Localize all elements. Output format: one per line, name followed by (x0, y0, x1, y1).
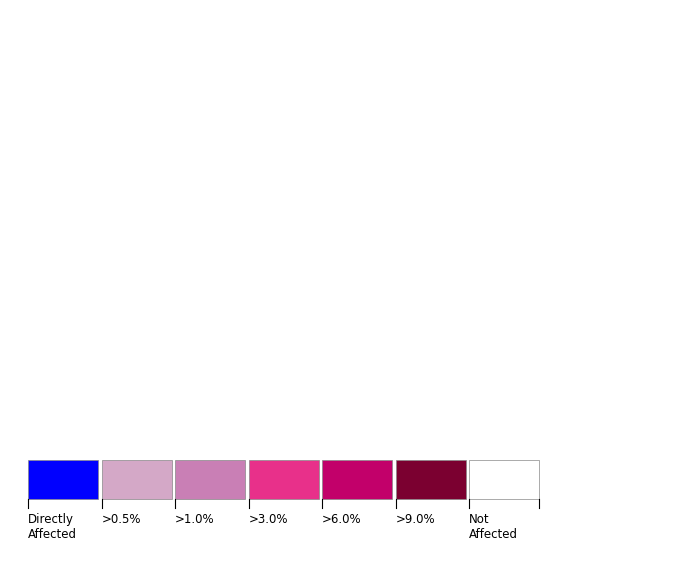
FancyBboxPatch shape (469, 460, 539, 499)
Text: >0.5%: >0.5% (102, 513, 141, 526)
FancyBboxPatch shape (28, 460, 98, 499)
Text: >3.0%: >3.0% (248, 513, 288, 526)
Text: Not
Affected: Not Affected (469, 513, 518, 541)
FancyBboxPatch shape (175, 460, 245, 499)
Text: Directly
Affected: Directly Affected (28, 513, 77, 541)
FancyBboxPatch shape (322, 460, 392, 499)
Text: >1.0%: >1.0% (175, 513, 215, 526)
FancyBboxPatch shape (248, 460, 318, 499)
FancyBboxPatch shape (102, 460, 172, 499)
Text: >6.0%: >6.0% (322, 513, 362, 526)
Text: >9.0%: >9.0% (395, 513, 435, 526)
FancyBboxPatch shape (395, 460, 466, 499)
